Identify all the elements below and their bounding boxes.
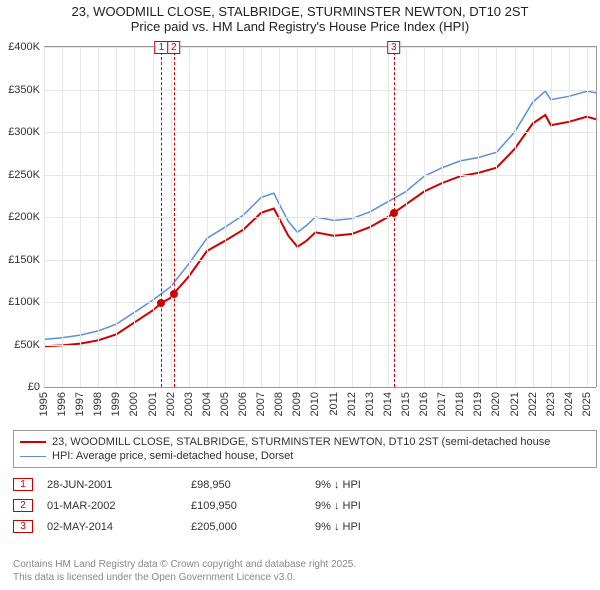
- price-chart: £0£50K£100K£150K£200K£250K£300K£350K£400…: [44, 46, 597, 387]
- sale-date: 02-MAY-2014: [47, 521, 177, 533]
- sale-date: 01-MAR-2002: [47, 500, 177, 512]
- sale-price: £205,000: [191, 521, 301, 533]
- title-line-2: Price paid vs. HM Land Registry's House …: [0, 19, 600, 34]
- x-tick-label: 1995: [38, 392, 50, 416]
- x-tick-label: 2023: [545, 392, 557, 416]
- x-tick-label: 2018: [454, 392, 466, 416]
- sale-row: 1 28-JUN-2001 £98,950 9% ↓ HPI: [13, 474, 597, 495]
- x-tick-label: 1999: [110, 392, 122, 416]
- x-tick-label: 2002: [165, 392, 177, 416]
- footer-line: This data is licensed under the Open Gov…: [13, 571, 356, 584]
- chart-title: 23, WOODMILL CLOSE, STALBRIDGE, STURMINS…: [0, 0, 600, 34]
- y-tick-label: £150K: [0, 254, 40, 266]
- x-tick-label: 1996: [56, 392, 68, 416]
- legend-item: 23, WOODMILL CLOSE, STALBRIDGE, STURMINS…: [20, 435, 590, 449]
- sale-number: 1: [13, 478, 33, 491]
- sale-pct-vs-hpi: 9% ↓ HPI: [315, 479, 361, 491]
- sale-price: £98,950: [191, 479, 301, 491]
- sale-number: 3: [13, 520, 33, 533]
- x-tick-label: 2005: [219, 392, 231, 416]
- sale-marker-dot: [157, 299, 165, 307]
- sale-number: 2: [13, 499, 33, 512]
- legend-label: 23, WOODMILL CLOSE, STALBRIDGE, STURMINS…: [52, 436, 550, 448]
- y-tick-label: £250K: [0, 169, 40, 181]
- x-tick-label: 2022: [527, 392, 539, 416]
- sale-marker-dot: [170, 290, 178, 298]
- x-tick-label: 2017: [436, 392, 448, 416]
- footer-line: Contains HM Land Registry data © Crown c…: [13, 558, 356, 571]
- y-tick-label: £200K: [0, 211, 40, 223]
- x-tick-label: 2010: [309, 392, 321, 416]
- sale-marker-number: 2: [167, 41, 181, 54]
- x-tick-label: 2024: [563, 392, 575, 416]
- legend-swatch: [20, 456, 46, 457]
- x-tick-label: 2014: [382, 392, 394, 416]
- sale-marker-line: [394, 47, 395, 387]
- y-tick-label: £100K: [0, 296, 40, 308]
- sales-table: 1 28-JUN-2001 £98,950 9% ↓ HPI 2 01-MAR-2002 £…: [13, 474, 597, 537]
- x-tick-label: 1997: [74, 392, 86, 416]
- sale-marker-dot: [390, 209, 398, 217]
- x-tick-label: 2007: [255, 392, 267, 416]
- x-tick-label: 1998: [92, 392, 104, 416]
- sale-pct-vs-hpi: 9% ↓ HPI: [315, 500, 361, 512]
- plot-area: £0£50K£100K£150K£200K£250K£300K£350K£400…: [44, 47, 596, 387]
- sale-marker-line: [161, 47, 162, 387]
- y-tick-label: £50K: [0, 339, 40, 351]
- sale-marker-line: [174, 47, 175, 387]
- x-tick-label: 2004: [201, 392, 213, 416]
- sale-marker-number: 3: [387, 41, 401, 54]
- y-tick-label: £0: [0, 381, 40, 393]
- legend: 23, WOODMILL CLOSE, STALBRIDGE, STURMINS…: [13, 430, 597, 468]
- legend-item: HPI: Average price, semi-detached house,…: [20, 449, 590, 463]
- series-line: [44, 115, 596, 346]
- sale-row: 2 01-MAR-2002 £109,950 9% ↓ HPI: [13, 495, 597, 516]
- legend-label: HPI: Average price, semi-detached house,…: [52, 450, 293, 462]
- down-arrow-icon: ↓: [334, 521, 340, 533]
- x-tick-label: 2001: [147, 392, 159, 416]
- x-tick-label: 2011: [328, 392, 340, 416]
- x-tick-label: 2016: [418, 392, 430, 416]
- y-tick-label: £400K: [0, 41, 40, 53]
- title-line-1: 23, WOODMILL CLOSE, STALBRIDGE, STURMINS…: [0, 4, 600, 19]
- x-tick-label: 2021: [509, 392, 521, 416]
- x-tick-label: 2009: [291, 392, 303, 416]
- y-tick-label: £350K: [0, 84, 40, 96]
- x-tick-label: 2020: [490, 392, 502, 416]
- x-axis-labels: 1995199619971998199920002001200220032004…: [44, 388, 596, 428]
- legend-swatch: [20, 441, 46, 443]
- sale-price: £109,950: [191, 500, 301, 512]
- down-arrow-icon: ↓: [334, 500, 340, 512]
- x-tick-label: 2025: [581, 392, 593, 416]
- x-tick-label: 2012: [346, 392, 358, 416]
- down-arrow-icon: ↓: [334, 479, 340, 491]
- sale-date: 28-JUN-2001: [47, 479, 177, 491]
- x-tick-label: 2000: [128, 392, 140, 416]
- x-tick-label: 2003: [183, 392, 195, 416]
- footer-attribution: Contains HM Land Registry data © Crown c…: [13, 558, 356, 584]
- x-tick-label: 2006: [237, 392, 249, 416]
- x-tick-label: 2015: [400, 392, 412, 416]
- x-tick-label: 2019: [472, 392, 484, 416]
- x-tick-label: 2008: [273, 392, 285, 416]
- sale-pct-vs-hpi: 9% ↓ HPI: [315, 521, 361, 533]
- y-tick-label: £300K: [0, 126, 40, 138]
- sale-row: 3 02-MAY-2014 £205,000 9% ↓ HPI: [13, 516, 597, 537]
- x-tick-label: 2013: [364, 392, 376, 416]
